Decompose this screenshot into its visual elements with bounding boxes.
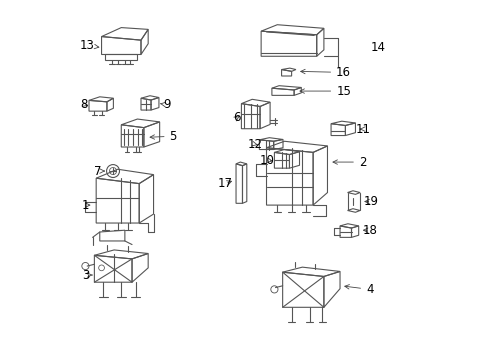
Text: 7: 7 — [94, 165, 104, 177]
Text: 15: 15 — [300, 85, 351, 98]
Text: 19: 19 — [364, 195, 379, 208]
Text: 1: 1 — [82, 199, 90, 212]
Text: 12: 12 — [247, 138, 262, 150]
Text: 9: 9 — [160, 98, 171, 111]
Text: 6: 6 — [233, 112, 241, 125]
Text: 14: 14 — [370, 41, 385, 54]
Text: 17: 17 — [218, 177, 233, 190]
Text: 5: 5 — [150, 130, 177, 143]
Text: 10: 10 — [260, 154, 275, 167]
Text: 18: 18 — [363, 224, 377, 237]
Text: 3: 3 — [82, 269, 92, 282]
Text: 11: 11 — [356, 122, 371, 136]
Text: 4: 4 — [345, 283, 373, 296]
Text: 8: 8 — [81, 98, 88, 111]
Text: 16: 16 — [301, 66, 351, 79]
Text: 2: 2 — [333, 156, 367, 168]
Text: 13: 13 — [80, 39, 99, 52]
